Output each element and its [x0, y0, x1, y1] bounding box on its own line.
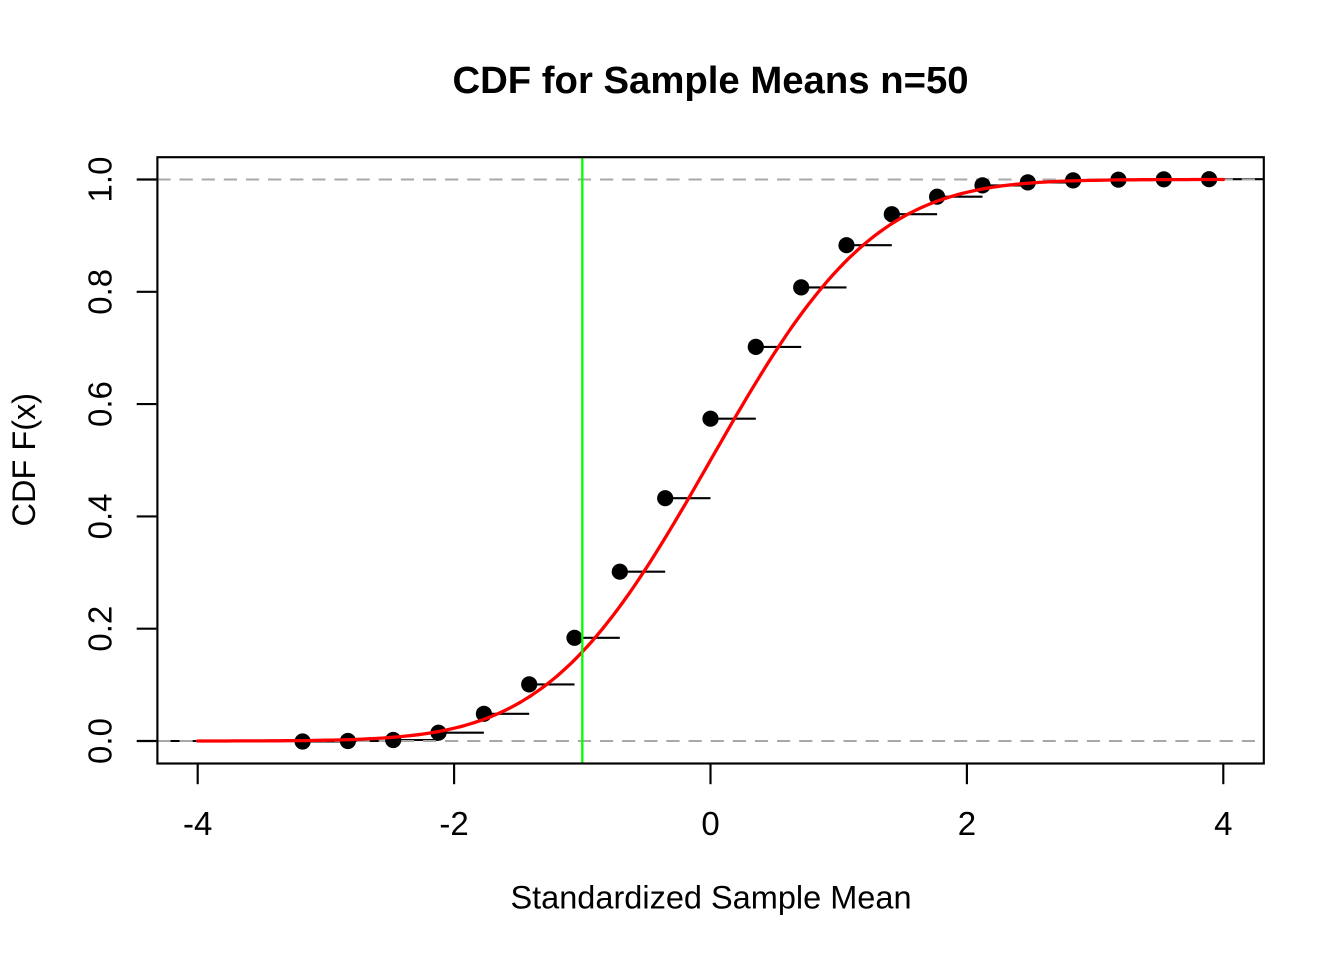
svg-text:1.0: 1.0	[82, 157, 119, 203]
svg-text:0.6: 0.6	[82, 381, 119, 427]
svg-text:-2: -2	[439, 805, 468, 842]
svg-text:4: 4	[1214, 805, 1232, 842]
svg-text:0: 0	[701, 805, 719, 842]
svg-text:0.2: 0.2	[82, 606, 119, 652]
svg-text:0.0: 0.0	[82, 718, 119, 764]
svg-text:Standardized Sample Mean: Standardized Sample Mean	[510, 879, 911, 915]
svg-text:0.8: 0.8	[82, 269, 119, 315]
svg-text:0.4: 0.4	[82, 493, 119, 539]
svg-text:CDF for Sample Means n=50: CDF for Sample Means n=50	[452, 59, 968, 102]
svg-text:CDF F(x): CDF F(x)	[6, 393, 42, 527]
svg-text:-4: -4	[183, 805, 212, 842]
svg-text:2: 2	[958, 805, 976, 842]
